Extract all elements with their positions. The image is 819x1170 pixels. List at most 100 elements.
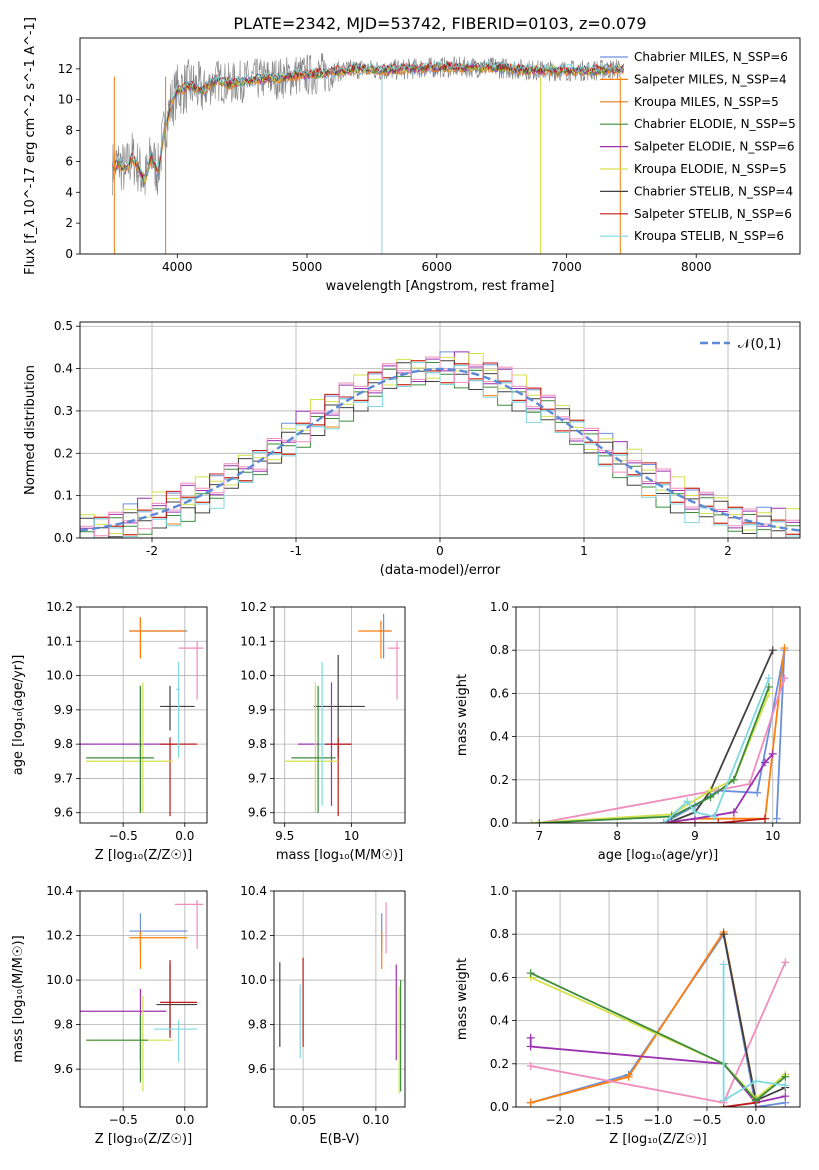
axes-frame (273, 606, 406, 824)
y-axis-label: mass weight (455, 674, 470, 756)
legend-label-1: Salpeter MILES, N_SSP=4 (634, 72, 787, 86)
weight-marker (527, 819, 536, 823)
weight-line-5 (723, 1101, 757, 1107)
weight-line-1 (530, 929, 757, 1104)
weight-marker (729, 808, 738, 817)
y-tick-label: 0.0 (490, 1100, 509, 1114)
y-tick-label: 10.2 (240, 600, 267, 614)
weight-marker (526, 969, 535, 978)
y-axis-label: mass [log₁₀(M/M☉)] (11, 935, 26, 1062)
x-tick-label: 7000 (551, 260, 582, 274)
x-tick-label: -2 (146, 544, 158, 558)
weight-marker (719, 930, 728, 939)
y-tick-label: 9.8 (54, 1018, 73, 1032)
weight-marker (526, 1033, 535, 1042)
y-tick-label: 9.7 (248, 771, 267, 785)
y-tick-label: 10.0 (240, 973, 267, 987)
plot-area-age-vs-Z (80, 617, 204, 817)
model-line-4 (112, 62, 624, 181)
x-tick-label: −2.0 (545, 1113, 574, 1127)
plot-area-weight-vs-Z (526, 928, 790, 1107)
y-axis-label: Flux [f_λ 10^-17 erg cm^-2 s^-1 A^-1] (23, 17, 38, 275)
x-tick-label: 4000 (162, 260, 193, 274)
y-tick-label: 0.4 (490, 730, 509, 744)
x-axis-label: E(B-V) (319, 1132, 359, 1147)
y-tick-label: 10.0 (46, 973, 73, 987)
x-tick-label: 0 (436, 544, 444, 558)
axes-frame (515, 606, 801, 824)
y-tick-label: 9.6 (54, 806, 73, 820)
axes-age-vs-mass: 9.5 10 9.6 9.7 9.8 9.9 10.0 10.1 10.2 mass [log₁₀… (240, 600, 406, 863)
weight-marker (768, 749, 777, 758)
x-tick-label: −1.0 (643, 1113, 672, 1127)
y-tick-label: 2 (65, 216, 73, 230)
x-tick-label: −0.5 (692, 1113, 721, 1127)
legend-label-4: Salpeter ELODIE, N_SSP=6 (634, 140, 795, 154)
x-tick-label: 2 (724, 544, 732, 558)
x-tick-label: 9 (691, 829, 699, 843)
weight-marker (659, 819, 668, 823)
weight-marker (719, 960, 728, 969)
axes-mass-vs-Z: −0.5 0.0 9.6 9.8 10.0 10.2 10.4 Z [log₁₀(Z/Z☉)]… (11, 884, 208, 1147)
y-tick-label: 10 (58, 93, 73, 107)
y-tick-label: 9.9 (248, 703, 267, 717)
y-tick-label: 9.6 (248, 806, 267, 820)
x-tick-label: −0.5 (109, 1113, 138, 1127)
y-tick-label: 12 (58, 62, 73, 76)
weight-marker (780, 644, 789, 653)
x-tick-label: 7 (536, 829, 544, 843)
legend-label-3: Chabrier ELODIE, N_SSP=5 (634, 117, 796, 131)
legend-label-gaussian: 𝒩(0,1) (738, 337, 781, 352)
weight-marker (781, 1092, 790, 1101)
model-line-7 (111, 60, 625, 178)
y-tick-label: 10.4 (46, 884, 73, 898)
weight-line-7 (530, 972, 786, 1102)
axes-frame (79, 890, 208, 1108)
x-tick-label: 8000 (681, 260, 712, 274)
axes-frame (79, 606, 208, 824)
plot-area-weight-vs-age (527, 644, 789, 823)
y-tick-label: 0.2 (490, 773, 509, 787)
x-tick-label: 1 (580, 544, 588, 558)
weight-marker (780, 674, 789, 683)
y-tick-label: 10.2 (240, 929, 267, 943)
model-line-5 (112, 62, 625, 183)
y-tick-label: 0.3 (54, 404, 73, 418)
legend-label-6: Chabrier STELIB, N_SSP=4 (634, 184, 793, 198)
plot-area-age-vs-mass (284, 613, 400, 817)
axes-frame (79, 321, 801, 539)
y-tick-label: 0.8 (490, 643, 509, 657)
x-tick-label: 0.0 (175, 829, 194, 843)
weight-marker (760, 814, 769, 823)
axes-age-vs-Z: −0.5 0.0 9.6 9.7 9.8 9.9 10.0 10.1 10.2 Z [log₁₀(… (11, 600, 208, 863)
weight-marker (781, 958, 790, 967)
x-tick-label: 0.0 (746, 1113, 765, 1127)
y-tick-label: 9.8 (248, 1018, 267, 1032)
weight-line-5 (663, 817, 766, 823)
x-axis-label: Z [log₁₀(Z/Z☉)] (95, 848, 192, 863)
legend-label-0: Chabrier MILES, N_SSP=6 (634, 50, 788, 64)
weight-marker (706, 793, 715, 802)
weight-marker (781, 1081, 790, 1090)
gaussian-curve (80, 367, 800, 532)
y-tick-label: 0.8 (490, 927, 509, 941)
y-tick-label: 4 (65, 185, 73, 199)
weight-marker (764, 674, 773, 683)
weight-marker (526, 1098, 535, 1107)
figure-title: PLATE=2342, MJD=53742, FIBERID=0103, z=0… (233, 14, 646, 33)
y-tick-label: 0.6 (490, 970, 509, 984)
weight-line-2 (539, 678, 786, 823)
x-axis-label: Z [log₁₀(Z/Z☉)] (609, 1132, 706, 1147)
weight-marker (751, 1077, 760, 1086)
y-axis-label: age [log₁₀(age/yr)] (11, 655, 26, 776)
axes-mass-vs-EBV: 0.05 0.10 9.6 9.8 10.0 10.2 10.4 E(B-V) (240, 884, 406, 1147)
x-axis-label: mass [log₁₀(M/M☉)] (276, 848, 403, 863)
weight-line-6 (531, 693, 770, 823)
weight-marker (760, 758, 769, 767)
x-axis-label: wavelength [Angstrom, rest frame] (326, 279, 555, 294)
x-tick-label: 0.05 (290, 1113, 317, 1127)
weight-marker (772, 814, 781, 823)
y-tick-label: 0.2 (54, 446, 73, 460)
weight-marker (729, 775, 738, 784)
